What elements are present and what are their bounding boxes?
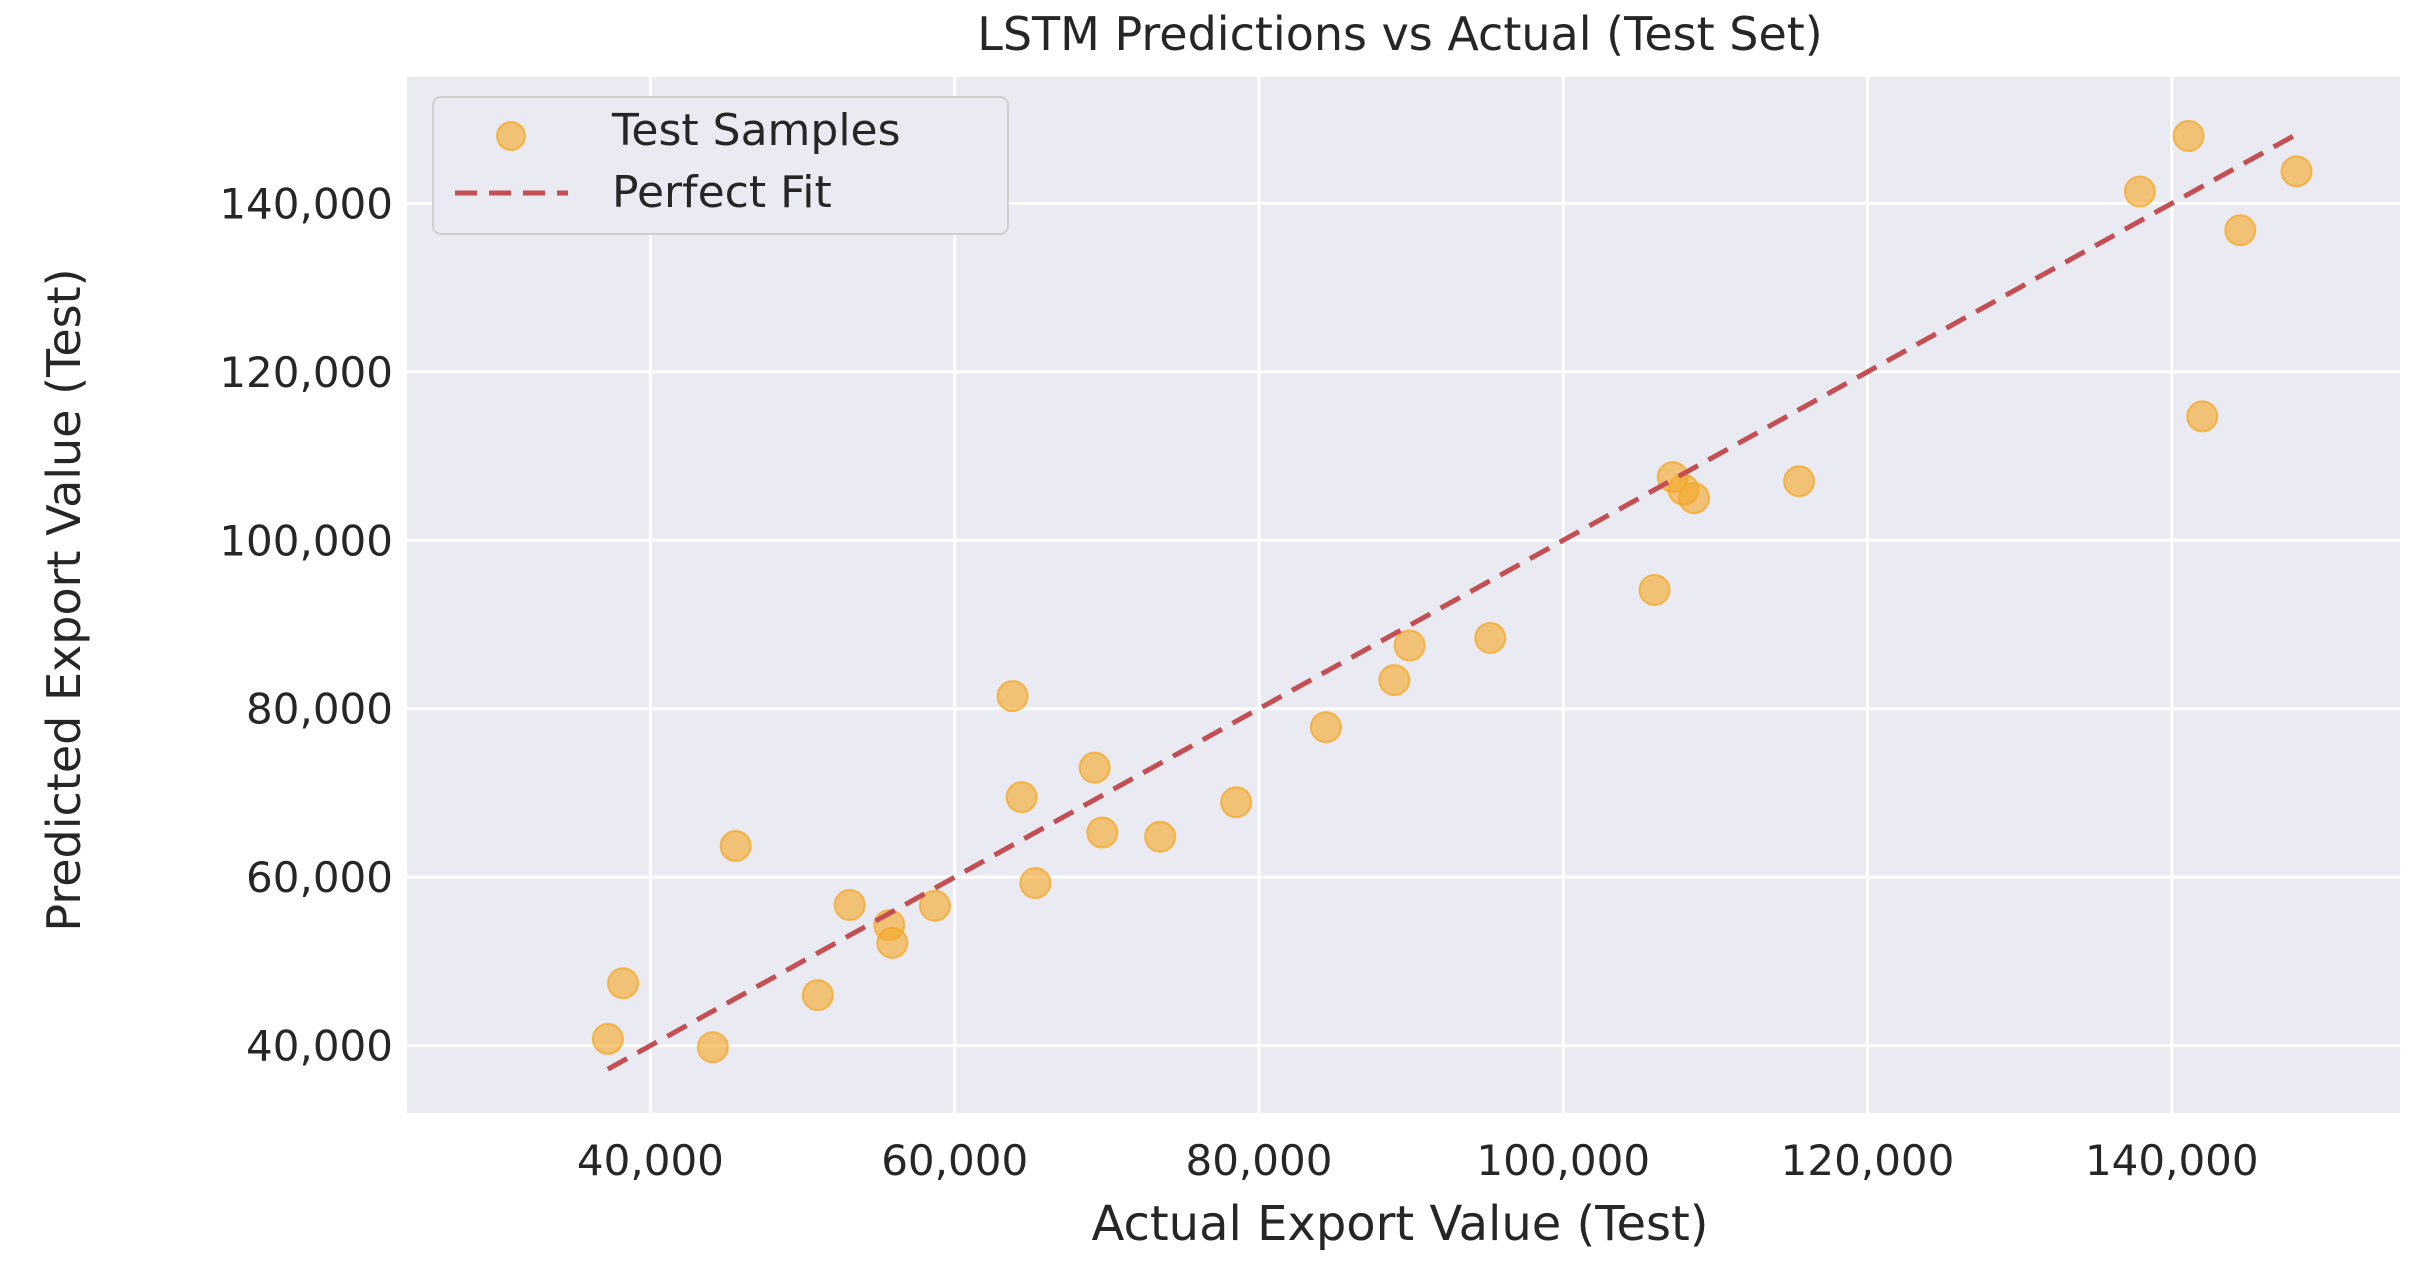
scatter-point — [1474, 621, 1507, 654]
legend-label-test-samples: Test Samples — [611, 105, 901, 156]
legend-box — [432, 96, 1009, 235]
scatter-point — [696, 1031, 729, 1064]
x-tick-label: 60,000 — [881, 1136, 1028, 1185]
chart-title: LSTM Predictions vs Actual (Test Set) — [977, 7, 1823, 61]
legend: Test Samples Perfect Fit — [432, 96, 1009, 235]
scatter-point — [2186, 400, 2219, 433]
scatter-point — [876, 926, 909, 959]
scatter-point — [719, 829, 752, 862]
scatter-point — [1378, 664, 1411, 697]
x-tick-label: 100,000 — [1476, 1136, 1650, 1185]
y-tick-label: 80,000 — [246, 685, 393, 734]
scatter-point — [1638, 573, 1671, 606]
x-tick-label: 120,000 — [1781, 1136, 1955, 1185]
y-tick-label: 60,000 — [246, 853, 393, 902]
scatter-point — [1078, 751, 1111, 784]
scatter-point — [2123, 175, 2156, 208]
data-marks — [591, 119, 2313, 1072]
scatter-point — [607, 967, 640, 1000]
scatter-point — [2224, 214, 2257, 247]
scatter-point — [1309, 711, 1342, 744]
y-tick-label: 140,000 — [219, 179, 393, 228]
scatter-point — [2172, 119, 2205, 152]
scatter-point — [1144, 820, 1177, 853]
scatter-point — [1019, 867, 1052, 900]
scatter-point — [1393, 629, 1426, 662]
tick-labels: 40,000 60,000 80,000 100,000 120,000 140,000 4… — [219, 179, 2258, 1185]
y-tick-label: 120,000 — [219, 348, 393, 397]
scatter-point — [1678, 482, 1711, 515]
perfect-fit-line — [606, 132, 2298, 1072]
scatter-point — [996, 680, 1029, 713]
y-tick-label: 100,000 — [219, 516, 393, 565]
legend-label-perfect-fit: Perfect Fit — [612, 167, 832, 218]
scatter-point — [833, 888, 866, 921]
scatter-point — [1086, 816, 1119, 849]
scatter-point — [1005, 781, 1038, 814]
grid — [407, 77, 2400, 1113]
x-tick-label: 40,000 — [577, 1136, 724, 1185]
scatter-point — [801, 979, 834, 1012]
scatter-point — [1783, 465, 1816, 498]
x-tick-label: 140,000 — [2085, 1136, 2259, 1185]
scatter-point — [918, 889, 951, 922]
scatter-point — [2280, 155, 2313, 188]
scatter-point — [591, 1022, 624, 1055]
x-tick-label: 80,000 — [1185, 1136, 1332, 1185]
legend-marker-test-samples — [496, 121, 526, 151]
y-tick-label: 40,000 — [246, 1022, 393, 1071]
plot-background — [407, 77, 2400, 1113]
x-axis-label: Actual Export Value (Test) — [1091, 1196, 1708, 1252]
scatter-point — [1220, 786, 1253, 819]
y-axis-label: Predicted Export Value (Test) — [37, 268, 91, 931]
